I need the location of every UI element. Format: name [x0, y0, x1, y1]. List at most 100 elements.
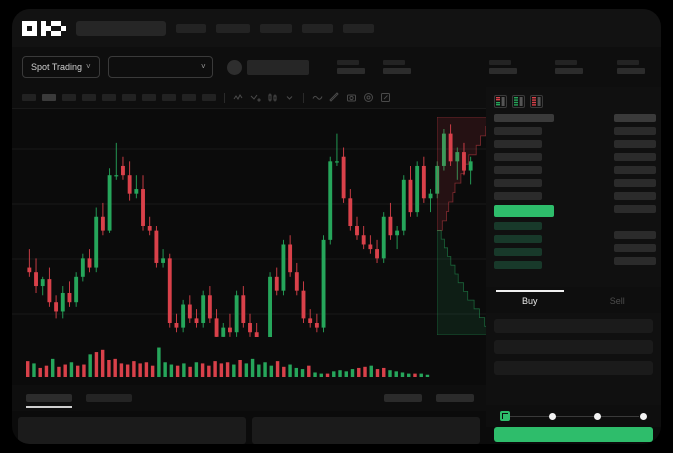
- pair-select-dropdown[interactable]: ˅: [107, 56, 213, 78]
- bottom-panels: [12, 413, 486, 444]
- orderbook-row[interactable]: [614, 244, 656, 252]
- orderbook-bids-icon[interactable]: [512, 95, 525, 108]
- orderbook-asks-icon[interactable]: [530, 95, 543, 108]
- chart-tab-2[interactable]: [86, 394, 132, 402]
- orderbook-row[interactable]: [614, 140, 656, 148]
- orderbook-row[interactable]: [614, 166, 656, 174]
- toolbar-divider: [224, 92, 225, 103]
- nav-item-3[interactable]: [260, 23, 292, 33]
- orderbook-row[interactable]: [494, 153, 542, 161]
- orderbook-row[interactable]: [614, 153, 656, 161]
- line-chart-icon[interactable]: [312, 92, 323, 103]
- stepper-step-2[interactable]: [548, 412, 556, 420]
- orderbook-row[interactable]: [614, 205, 656, 213]
- depth-chart-overlay: [437, 117, 486, 335]
- orderbook-row[interactable]: [494, 127, 542, 135]
- orderbook-row[interactable]: [494, 166, 542, 174]
- alert-icon[interactable]: [250, 92, 261, 103]
- stat-block-5: [616, 60, 645, 74]
- camera-icon[interactable]: [346, 92, 357, 103]
- stepper-step-1[interactable]: [500, 411, 510, 421]
- chart-action-2[interactable]: [436, 394, 474, 402]
- stepper-connector-line: [508, 416, 639, 417]
- onboarding-stepper: [486, 405, 661, 427]
- orderbook-row[interactable]: [494, 192, 542, 200]
- order-form-field-3[interactable]: [494, 361, 653, 375]
- orderbook-left-column: [494, 114, 554, 274]
- orderbook-row-bid[interactable]: [494, 222, 542, 230]
- orderbook-rows: [486, 114, 661, 284]
- order-form-field-2[interactable]: [494, 340, 653, 354]
- spot-trading-dropdown[interactable]: Spot Trading ˅: [22, 56, 100, 78]
- fullscreen-icon[interactable]: [380, 92, 391, 103]
- timeframe-7[interactable]: [142, 94, 156, 101]
- order-form-field-1[interactable]: [494, 319, 653, 333]
- timeframe-2[interactable]: [42, 94, 56, 101]
- orderbook-both-icon[interactable]: [494, 95, 507, 108]
- settings-icon[interactable]: [363, 92, 374, 103]
- orderbook-row-gap: [614, 218, 656, 226]
- orderbook-right-column: [614, 114, 656, 270]
- orderbook-row[interactable]: [614, 192, 656, 200]
- volume-series: [26, 347, 430, 377]
- tab-sell[interactable]: Sell: [609, 296, 625, 306]
- stat-block-4: [554, 60, 583, 74]
- orderbook-row[interactable]: [614, 257, 656, 265]
- orderbook-row[interactable]: [614, 127, 656, 135]
- candlestick-series: [27, 124, 473, 337]
- candle-type-icon[interactable]: [267, 92, 278, 103]
- stepper-step-3[interactable]: [594, 412, 602, 420]
- orderbook-row-bid[interactable]: [494, 248, 542, 256]
- stat-block-2: [382, 60, 411, 74]
- orderbook-view-icons: [486, 87, 661, 114]
- nav-search-field[interactable]: [76, 20, 166, 36]
- bottom-panel-1[interactable]: [18, 417, 246, 444]
- orderbook-row[interactable]: [494, 140, 542, 148]
- orderbook-row-bid[interactable]: [494, 261, 542, 269]
- tab-buy[interactable]: Buy: [486, 290, 574, 306]
- timeframe-10[interactable]: [202, 94, 216, 101]
- spot-trading-label: Spot Trading: [31, 62, 83, 72]
- chevron-down-icon: ˅: [86, 62, 91, 71]
- nav-item-5[interactable]: [343, 23, 374, 33]
- primary-cta-button[interactable]: [494, 427, 653, 442]
- indicators-icon[interactable]: [233, 92, 244, 103]
- orderbook-row-highlight[interactable]: [494, 205, 554, 217]
- ruler-icon[interactable]: [329, 92, 340, 103]
- orderbook-row-header: [494, 114, 554, 122]
- chart-tab-1[interactable]: [26, 394, 72, 408]
- nav-item-1[interactable]: [176, 23, 206, 33]
- timeframe-9[interactable]: [182, 94, 196, 101]
- orderbook-row[interactable]: [494, 179, 542, 187]
- orderbook-row[interactable]: [614, 179, 656, 187]
- chart-action-1[interactable]: [384, 394, 422, 402]
- buy-sell-tabs: Buy Sell: [486, 287, 661, 313]
- bottom-panel-2[interactable]: [252, 417, 480, 444]
- candlestick-chart[interactable]: [12, 109, 486, 337]
- nav-item-2[interactable]: [216, 23, 250, 33]
- device-screen: Spot Trading ˅ ˅: [12, 9, 661, 444]
- chevron-down-icon[interactable]: [284, 92, 295, 103]
- timeframe-1[interactable]: [22, 94, 36, 101]
- timeframe-3[interactable]: [62, 94, 76, 101]
- filter-row: Spot Trading ˅ ˅: [12, 47, 661, 87]
- stepper-step-4[interactable]: [640, 412, 648, 420]
- orderbook-row-header: [614, 114, 656, 122]
- orderbook-row[interactable]: [614, 231, 656, 239]
- orderbook-row-bid[interactable]: [494, 235, 542, 243]
- stat-block-1: [336, 60, 365, 74]
- timeframe-8[interactable]: [162, 94, 176, 101]
- okx-logo[interactable]: [22, 20, 66, 36]
- stat-block-3: [488, 60, 517, 74]
- chart-toolbar: [12, 87, 486, 109]
- timeframe-5[interactable]: [102, 94, 116, 101]
- pair-name-placeholder: [246, 59, 309, 75]
- pair-avatar: [226, 59, 242, 75]
- nav-item-4[interactable]: [302, 23, 333, 33]
- timeframe-6[interactable]: [122, 94, 136, 101]
- toolbar-divider: [303, 92, 304, 103]
- timeframe-4[interactable]: [82, 94, 96, 101]
- chevron-down-icon: ˅: [201, 62, 206, 71]
- volume-histogram: [12, 337, 486, 385]
